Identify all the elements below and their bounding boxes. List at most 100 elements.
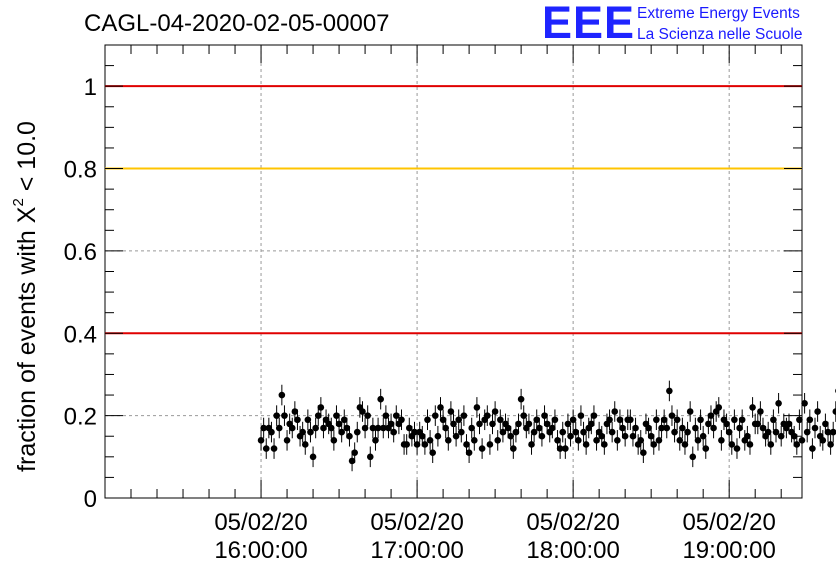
data-point bbox=[452, 432, 460, 440]
data-point bbox=[811, 424, 819, 432]
data-point bbox=[309, 453, 317, 461]
x-tick-label-date: 05/02/20 bbox=[526, 509, 619, 536]
data-point bbox=[793, 441, 801, 448]
y-axis-label: fraction of events with X2 < 10.0 bbox=[10, 121, 41, 472]
x-tick-label-time: 19:00:00 bbox=[682, 537, 775, 564]
data-point bbox=[317, 404, 325, 411]
data-point bbox=[437, 404, 444, 411]
data-point bbox=[686, 408, 694, 415]
data-point bbox=[262, 445, 270, 452]
data-point bbox=[424, 416, 431, 424]
data-point bbox=[533, 416, 541, 424]
data-point bbox=[281, 412, 288, 419]
data-point bbox=[606, 416, 613, 424]
data-point bbox=[809, 445, 816, 452]
data-point bbox=[377, 395, 384, 403]
data-point bbox=[647, 432, 655, 440]
data-series bbox=[257, 380, 836, 472]
data-point bbox=[616, 416, 624, 424]
data-point bbox=[689, 453, 697, 461]
logo-tagline-2: La Scienza nelle Scuole bbox=[637, 26, 803, 43]
data-point bbox=[278, 391, 286, 399]
data-point bbox=[471, 437, 478, 444]
data-point bbox=[431, 412, 439, 419]
data-point bbox=[390, 428, 397, 436]
data-point bbox=[327, 424, 335, 432]
data-point bbox=[411, 428, 418, 436]
data-point bbox=[366, 453, 374, 461]
data-point bbox=[351, 449, 358, 457]
data-point bbox=[611, 408, 619, 415]
data-point bbox=[275, 424, 283, 432]
data-point bbox=[348, 457, 356, 465]
data-point bbox=[484, 412, 491, 419]
data-point bbox=[663, 424, 671, 432]
data-point bbox=[754, 420, 762, 428]
data-point bbox=[418, 432, 426, 440]
data-point bbox=[444, 437, 452, 444]
data-point bbox=[556, 445, 564, 452]
data-point bbox=[333, 412, 340, 419]
data-point bbox=[478, 445, 486, 452]
data-point bbox=[668, 412, 676, 419]
data-point bbox=[629, 432, 637, 440]
data-point bbox=[614, 437, 621, 444]
data-point bbox=[515, 420, 522, 428]
data-point bbox=[499, 428, 507, 436]
data-point bbox=[627, 416, 634, 424]
data-point bbox=[270, 445, 278, 452]
data-point bbox=[822, 420, 829, 428]
data-point bbox=[301, 441, 309, 448]
data-point bbox=[304, 416, 312, 424]
data-point bbox=[538, 432, 546, 440]
data-point bbox=[772, 428, 780, 436]
data-point bbox=[387, 420, 395, 428]
x-tick-label-date: 05/02/20 bbox=[370, 509, 463, 536]
data-point bbox=[632, 424, 639, 432]
data-point bbox=[343, 424, 351, 432]
data-point bbox=[660, 416, 668, 424]
data-point bbox=[426, 437, 434, 444]
data-point bbox=[525, 420, 533, 428]
data-point bbox=[694, 437, 702, 444]
data-point bbox=[497, 416, 504, 424]
data-point bbox=[413, 441, 421, 448]
data-point bbox=[673, 416, 681, 424]
data-point bbox=[517, 395, 525, 403]
data-point bbox=[764, 428, 772, 436]
data-point bbox=[554, 437, 561, 444]
data-point bbox=[562, 445, 569, 452]
data-point bbox=[403, 441, 410, 448]
data-point bbox=[551, 416, 559, 424]
data-point bbox=[728, 441, 736, 448]
data-point bbox=[775, 399, 782, 407]
x-tick-label-date: 05/02/20 bbox=[682, 509, 775, 536]
data-point bbox=[806, 416, 814, 424]
data-point bbox=[653, 416, 660, 424]
data-point bbox=[494, 437, 502, 444]
eee-logo-mark: EEE bbox=[542, 0, 636, 48]
y-tick-label: 0.2 bbox=[64, 404, 97, 431]
data-point bbox=[702, 445, 710, 452]
data-point bbox=[715, 404, 723, 411]
x-tick-label-time: 17:00:00 bbox=[370, 537, 463, 564]
y-tick-label: 0.8 bbox=[64, 157, 97, 184]
data-point bbox=[679, 424, 686, 432]
data-point bbox=[733, 445, 741, 452]
data-point bbox=[692, 424, 699, 432]
data-point bbox=[564, 420, 572, 428]
data-point bbox=[697, 416, 704, 424]
data-point bbox=[619, 424, 626, 432]
data-point bbox=[705, 420, 712, 428]
data-point bbox=[767, 441, 775, 448]
data-point bbox=[520, 412, 528, 419]
data-point bbox=[598, 432, 606, 440]
data-point bbox=[827, 441, 834, 448]
data-point bbox=[559, 428, 567, 436]
data-point bbox=[512, 428, 520, 436]
data-point bbox=[814, 408, 821, 415]
data-point bbox=[463, 441, 470, 448]
data-point bbox=[320, 424, 327, 432]
data-point bbox=[650, 441, 658, 448]
y-tick-label: 1 bbox=[84, 74, 97, 101]
